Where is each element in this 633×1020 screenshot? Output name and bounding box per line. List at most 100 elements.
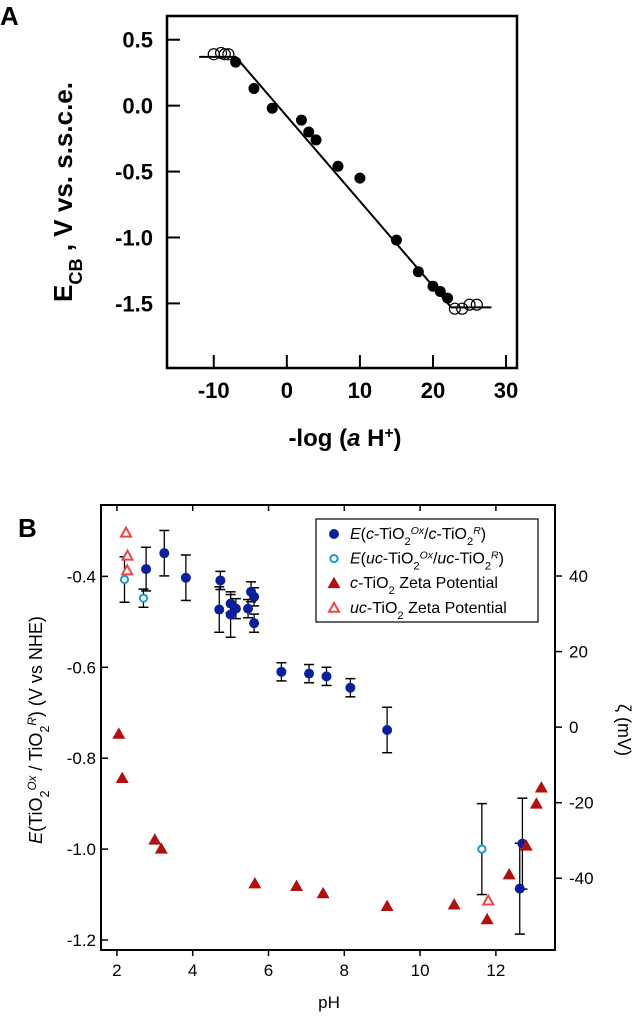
x-tick-label: 10 <box>411 961 430 980</box>
data-point-open-circle <box>138 593 149 603</box>
x-tick-label: 2 <box>112 961 121 980</box>
label-part: / TiO <box>26 733 46 776</box>
data-point-filled-circle <box>276 666 287 677</box>
label-part: 2 <box>389 585 395 597</box>
filled-data-point <box>295 114 307 126</box>
label-part: 2 <box>405 536 411 548</box>
data-point-filled-triangle <box>529 797 543 809</box>
y-axis-label: ECB , V vs. s.s.c.e. <box>48 82 86 302</box>
open-data-point <box>207 48 220 61</box>
label-part: , V vs. s.s.c.e. <box>48 82 78 258</box>
x-tick-label: 30 <box>494 378 518 403</box>
label-part: -TiO <box>436 526 467 543</box>
data-point-filled-circle <box>382 725 393 735</box>
label-part: c <box>350 575 358 592</box>
label-part: E <box>350 526 361 543</box>
label-part: E <box>26 831 46 844</box>
data-point-filled-triangle <box>480 912 494 925</box>
y-axis-label: E(TiO2Ox / TiO2R) (V vs NHE) <box>26 616 53 844</box>
open-data-point <box>218 48 231 61</box>
data-point-filled-triangle <box>502 867 516 880</box>
data-point-filled-circle <box>214 604 225 615</box>
label-part: ) <box>394 425 402 452</box>
data-point-filled-circle <box>230 603 241 614</box>
data-point-filled-circle <box>159 548 170 559</box>
label-part: c <box>428 526 436 543</box>
plot-frame <box>165 14 519 370</box>
data-point-filled-triangle <box>316 886 330 899</box>
filled-data-point <box>332 160 344 172</box>
label-part: / <box>433 551 438 568</box>
label-part: c <box>366 526 374 543</box>
label-part: ( <box>361 526 367 543</box>
label-part: Zeta Potential <box>395 575 498 592</box>
label-part: -log ( <box>288 425 347 452</box>
data-point-filled-circle <box>321 671 332 682</box>
data-point-filled-triangle <box>154 842 168 854</box>
data-point-open-circle <box>119 574 130 585</box>
y-tick-label: -1.5 <box>115 291 153 316</box>
x-tick-label: 8 <box>340 961 349 980</box>
label-part: a <box>347 425 360 452</box>
data-point-filled-triangle <box>112 727 126 739</box>
data-point-open-triangle <box>120 548 135 561</box>
y-tick-label: -1.2 <box>67 931 96 950</box>
data-point-filled-circle <box>345 682 356 693</box>
y-tick-label: -0.8 <box>67 749 96 768</box>
label-part: Zeta Potential <box>404 600 507 617</box>
x-tick-label: 10 <box>348 378 372 403</box>
label-part: 2 <box>485 561 491 573</box>
filled-data-point <box>354 172 366 184</box>
label-part: -TiO <box>367 600 398 617</box>
x-tick-label: 4 <box>188 961 197 980</box>
x-tick-label: -10 <box>198 378 230 403</box>
x-axis-label: pH <box>318 993 340 1012</box>
y2-tick-label: 20 <box>569 643 588 662</box>
y-tick-label: -1.0 <box>67 840 96 859</box>
data-point-filled-circle <box>514 883 525 894</box>
label-part: -TiO <box>454 551 485 568</box>
data-point-filled-circle <box>249 591 260 602</box>
panel-b: B -0.4 -0.6 -0.8 -1.0 -1.2 40 20 0 -20 -40 2 4 6 8 10 12… <box>18 504 633 1012</box>
data-point-filled-circle <box>243 603 254 614</box>
filled-data-point <box>434 286 446 298</box>
y-tick-label: -0.4 <box>67 567 96 586</box>
y2-tick-label: -20 <box>569 794 594 813</box>
legend: E(c-TiO2Ox/c-TiO2R)E(uc-TiO2Ox/uc-TiO2R)… <box>315 518 539 623</box>
label-part: 2 <box>38 726 52 733</box>
legend-marker <box>327 600 341 613</box>
x-tick-label: 20 <box>421 378 445 403</box>
label-part: H <box>360 425 384 452</box>
x-tick-label: 12 <box>486 961 505 980</box>
data-point-filled-triangle <box>519 839 533 851</box>
legend-marker <box>329 529 339 539</box>
x-axis-label: -log (a H+) <box>288 425 401 453</box>
data-point-filled-circle <box>141 564 152 575</box>
filled-data-point <box>303 126 315 138</box>
label-part: Ox <box>26 774 39 790</box>
label-part: ) (V vs NHE) <box>26 616 46 717</box>
label-part: / <box>424 526 429 543</box>
label-part: ) <box>481 526 486 543</box>
legend-label: c-TiO2 Zeta Potential <box>350 575 498 597</box>
label-part: E <box>350 551 361 568</box>
label-part: ( <box>361 551 367 568</box>
label-part: uc <box>350 600 367 617</box>
data-point-filled-triangle <box>447 898 461 910</box>
y-tick-label: -1.0 <box>115 225 153 250</box>
label-part: R <box>473 526 481 537</box>
x-tick-label: 6 <box>264 961 273 980</box>
open-data-point <box>463 298 476 311</box>
data-point-filled-circle <box>215 575 226 586</box>
data-point-filled-triangle <box>248 877 262 889</box>
legend-label: uc-TiO2 Zeta Potential <box>350 600 507 622</box>
label-part: Ox <box>411 526 425 537</box>
data-point-open-circle <box>477 844 487 854</box>
label-part: uc <box>366 551 383 568</box>
filled-data-point <box>248 83 260 95</box>
data-point-filled-circle <box>180 572 191 583</box>
fit-line <box>199 55 492 309</box>
open-data-point <box>222 48 235 61</box>
panel-label: B <box>18 513 37 543</box>
